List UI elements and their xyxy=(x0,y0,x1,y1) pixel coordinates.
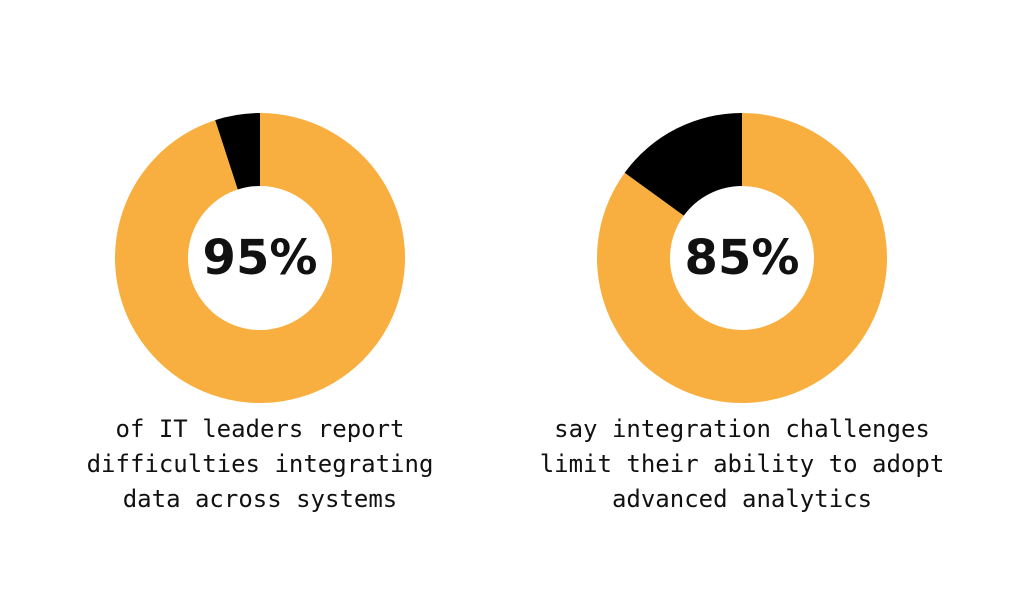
caption: data across systems xyxy=(123,485,398,513)
caption: of IT leaders report xyxy=(116,415,405,443)
donut-slice xyxy=(215,113,260,190)
caption: advanced analytics xyxy=(612,485,872,513)
caption: limit their ability to adopt xyxy=(540,450,945,478)
donut-slice xyxy=(624,113,742,216)
donut-slice xyxy=(114,113,406,404)
center-label: 85% xyxy=(685,230,800,286)
caption: difficulties integrating xyxy=(87,450,434,478)
donut-slice xyxy=(597,113,888,403)
caption: say integration challenges xyxy=(554,415,930,443)
center-label: 95% xyxy=(203,230,318,286)
